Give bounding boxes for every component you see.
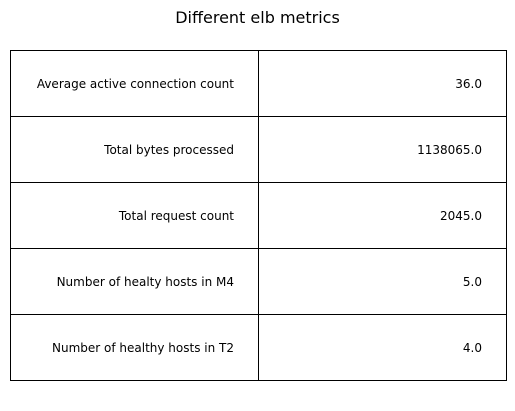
metric-label: Total request count [10, 182, 259, 249]
metric-value: 4.0 [258, 314, 507, 381]
table-row: Average active connection count 36.0 [10, 50, 507, 117]
metrics-table: Average active connection count 36.0 Tot… [10, 50, 507, 381]
metric-value: 36.0 [258, 50, 507, 117]
chart-title: Different elb metrics [175, 8, 340, 27]
table-row: Number of healthy hosts in T2 4.0 [10, 314, 507, 381]
metric-value: 2045.0 [258, 182, 507, 249]
metric-value: 1138065.0 [258, 116, 507, 183]
table-row: Total request count 2045.0 [10, 182, 507, 249]
metric-value: 5.0 [258, 248, 507, 315]
metric-label: Number of healty hosts in M4 [10, 248, 259, 315]
metric-label: Number of healthy hosts in T2 [10, 314, 259, 381]
table-row: Total bytes processed 1138065.0 [10, 116, 507, 183]
metric-label: Average active connection count [10, 50, 259, 117]
metric-label: Total bytes processed [10, 116, 259, 183]
table-row: Number of healty hosts in M4 5.0 [10, 248, 507, 315]
